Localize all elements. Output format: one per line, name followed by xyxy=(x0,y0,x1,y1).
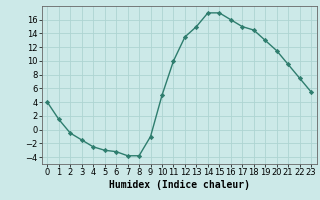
X-axis label: Humidex (Indice chaleur): Humidex (Indice chaleur) xyxy=(109,180,250,190)
